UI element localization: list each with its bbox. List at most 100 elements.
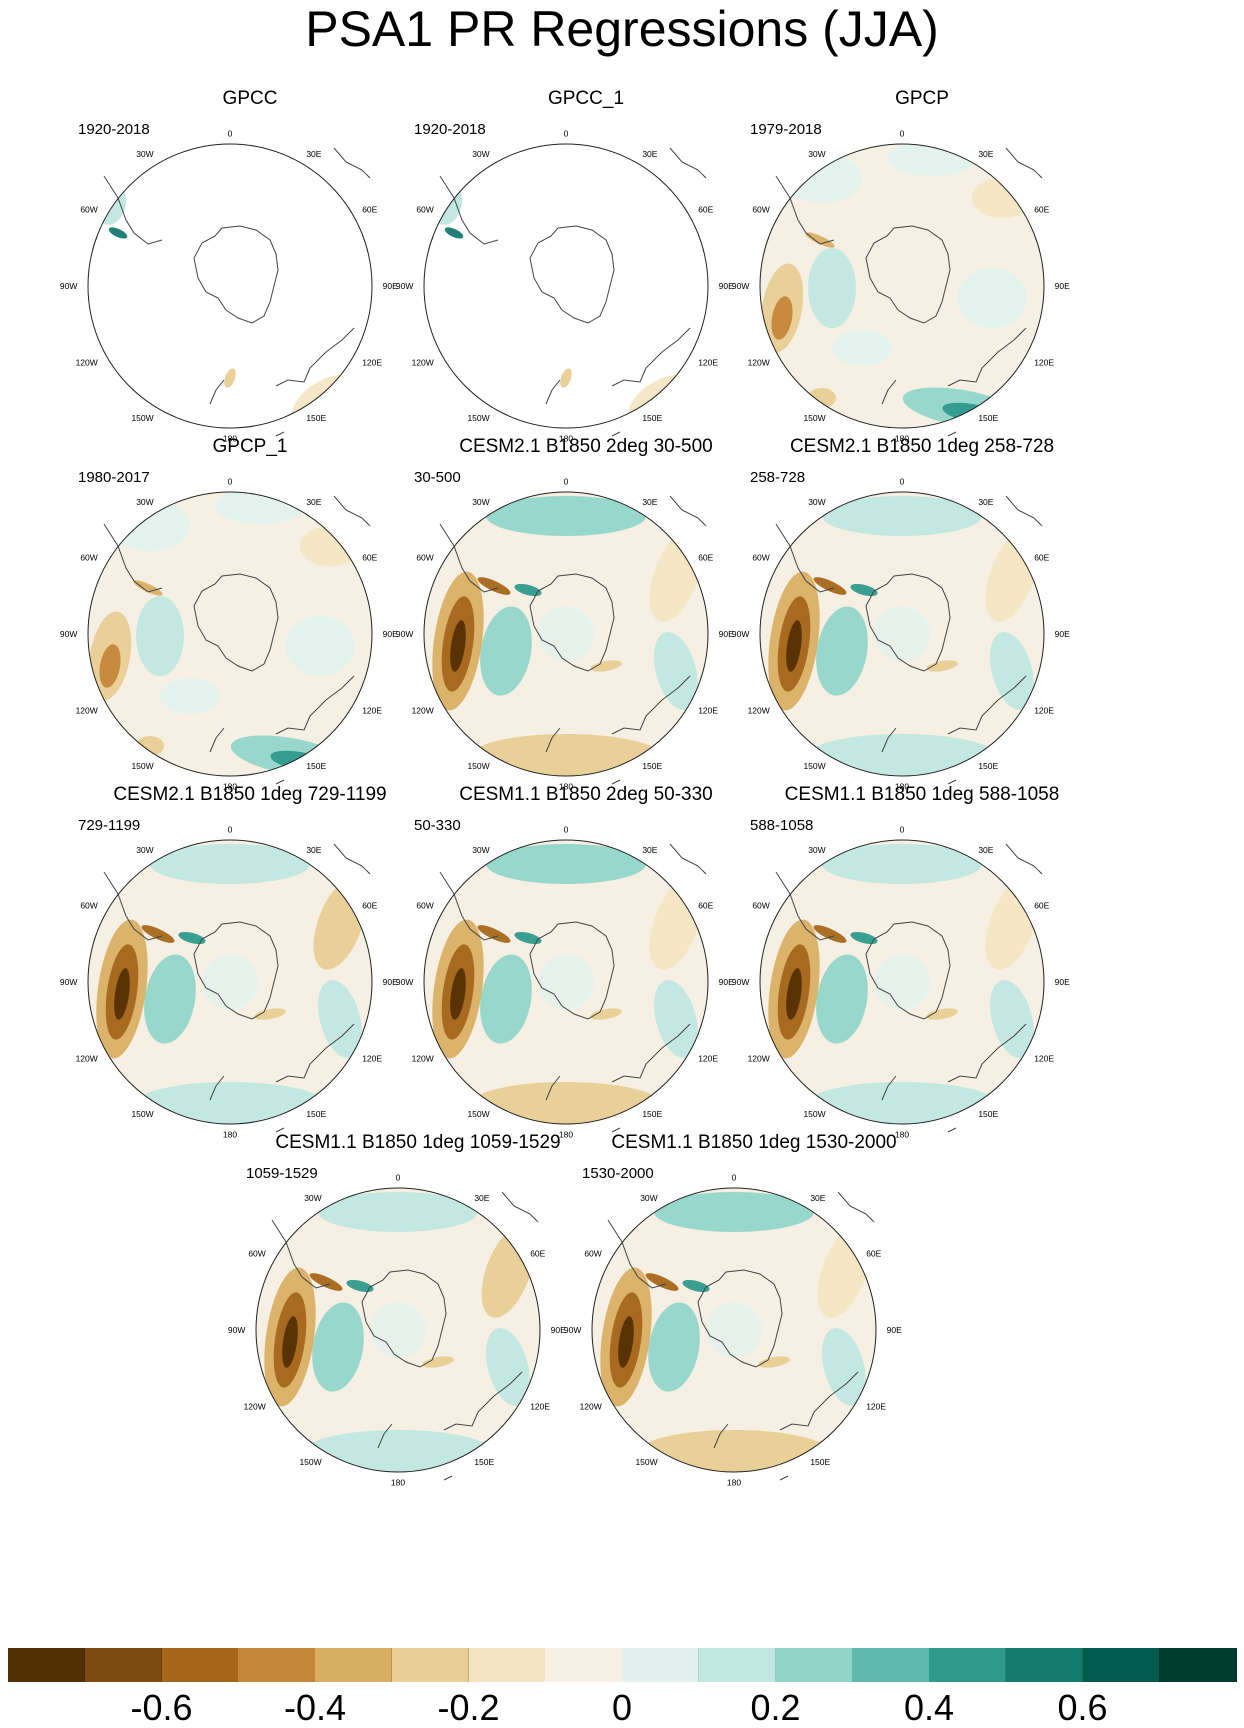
drake-passage-shading [850,583,878,597]
africa-coastline [1005,843,1043,875]
map-panel: GPCP_1 1980-2017 0 30E 60E 90E 120E 150E 180 150W… [60,436,430,816]
longitude-label: 60E [1034,205,1049,215]
colorbar-swatch [238,1648,316,1682]
ring-shading [816,954,868,1044]
australia-coastline [947,327,1027,387]
ring-shading [471,734,661,776]
colorbar-swatch [1005,1648,1083,1682]
shading [957,268,1027,328]
shading-layer [768,496,1039,776]
tasmania-coastline [611,1127,621,1133]
ring-shading [144,954,196,1044]
new-zealand-coastline [545,379,561,405]
tasmania-coastline [947,431,957,437]
longitude-label: 60E [1034,553,1049,563]
longitude-label: 150W [635,1457,657,1467]
longitude-label: 30E [474,1193,489,1203]
time-period-label: 258-728 [750,469,805,486]
panel-title: CESM1.1 B1850 1deg 1530-2000 [611,1132,897,1153]
longitude-label: 180 [223,1130,237,1140]
antarctica-coastline [865,225,951,324]
shading [133,580,163,596]
longitude-label: 0 [228,824,233,834]
longitude-label: 90W [60,977,77,987]
longitude-label: 150E [306,761,326,771]
australia-coastline [275,327,355,387]
map-boundary [87,491,373,777]
longitude-label: 90W [396,977,413,987]
longitude-label: 150W [131,413,153,423]
australia-coastline [275,1023,355,1083]
longitude-label: 30E [642,149,657,159]
longitude-label: 120E [1034,357,1054,367]
map-panel: GPCC_1 1920-2018 0 30E 60E 90E 120E 150E 180 150W… [396,88,766,468]
longitude-label: 90W [732,629,749,639]
panel-title: CESM2.1 B1850 1deg 729-1199 [113,784,387,805]
shading [808,248,856,328]
shading-layer [264,1192,535,1472]
longitude-label: 150W [803,413,825,423]
shading [99,644,121,688]
drake-passage-shading [813,925,847,943]
antarctica-coastline [529,573,615,672]
longitude-label: 90W [396,629,413,639]
panel-title: GPCP_1 [212,436,288,457]
longitude-label: 180 [223,434,237,444]
map-boundary [759,143,1045,429]
longitude-label: 180 [559,782,573,792]
longitude-label: 120E [362,1053,382,1063]
longitude-label: 60E [698,901,713,911]
antarctica-coastline [193,573,279,672]
tasmania-coastline [275,779,285,785]
longitude-label: 60W [752,901,769,911]
longitude-label: 90E [1055,629,1070,639]
new-zealand-coastline [545,727,561,753]
ring-shading [318,1192,478,1232]
colorbar-swatch [775,1648,853,1682]
longitude-label: 150E [642,761,662,771]
shading [782,153,862,203]
tasmania-coastline [779,1475,789,1481]
polar-map: 1920-2018 0 30E 60E 90E 120E 150E 180 150W 120W 90… [60,121,398,444]
pacific-shading [618,1316,634,1368]
colorbar-swatch [622,1648,700,1682]
africa-coastline [669,495,707,527]
new-zealand-coastline [209,727,225,753]
longitude-label: 30W [304,1193,321,1203]
africa-coastline [669,147,707,179]
panel-title: GPCC [222,88,278,109]
map-panel: CESM2.1 B1850 1deg 729-1199 729-1199 0 30E 6… [60,784,430,1164]
ring-shading [480,606,532,696]
longitude-label: 180 [895,1130,909,1140]
time-period-label: 1920-2018 [78,121,150,138]
polar-shading [202,954,258,1010]
africa-coastline [669,843,707,875]
panel-title: CESM1.1 B1850 1deg 1059-1529 [275,1132,561,1153]
longitude-label: 150E [978,761,998,771]
map-boundary [423,491,709,777]
longitude-label: 90E [383,281,398,291]
ring-shading [807,734,997,776]
longitude-label: 150W [803,1109,825,1119]
map-background [760,144,1044,428]
longitude-label: 30E [306,497,321,507]
coastlines [103,147,371,437]
polar-shading [538,606,594,662]
shading [110,501,190,551]
longitude-label: 60W [752,553,769,563]
coastlines [775,147,1043,437]
tasmania-coastline [275,1127,285,1133]
polar-map: 588-1058 0 30E 60E 90E 120E 150E 180 150W 120W 90W… [732,817,1070,1140]
tasmania-coastline [947,1127,957,1133]
colorbar-swatch [8,1648,86,1682]
time-period-label: 1980-2017 [78,469,150,486]
australia-coastline [443,1371,523,1431]
africa-coastline [1005,495,1043,527]
longitude-label: 90W [60,281,77,291]
drake-passage-shading [178,931,206,945]
longitude-label: 30E [306,845,321,855]
ring-shading [822,496,982,536]
ring-shading [486,844,646,884]
new-zealand-coastline [377,1423,393,1449]
new-zealand-coastline [881,379,897,405]
